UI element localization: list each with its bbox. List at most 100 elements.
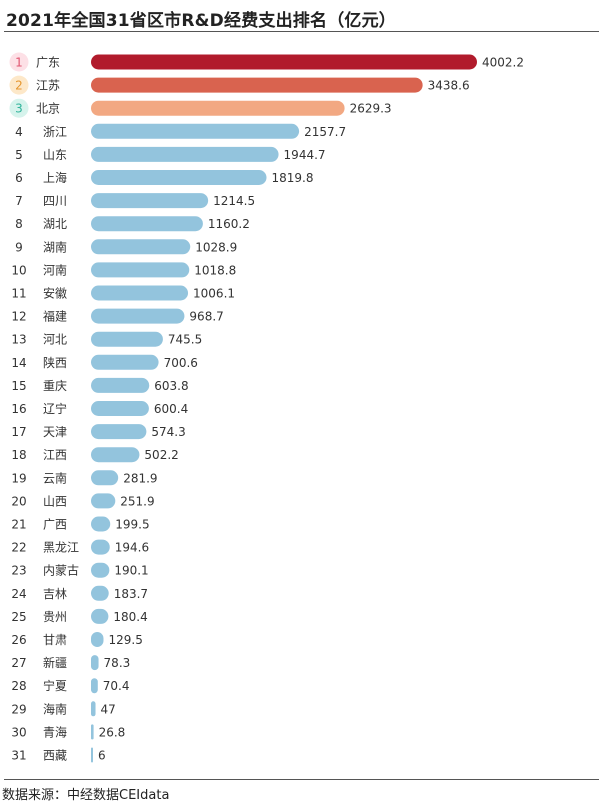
province-label: 云南 (43, 470, 67, 485)
bar (91, 170, 267, 185)
province-label: 重庆 (43, 379, 67, 393)
rank-label: 7 (15, 194, 23, 208)
province-label: 宁夏 (43, 678, 67, 693)
value-label: 1819.8 (272, 171, 314, 185)
province-label: 天津 (43, 425, 67, 439)
rank-label: 19 (11, 471, 26, 485)
bar (91, 100, 345, 116)
bar (91, 724, 94, 740)
value-label: 700.6 (164, 356, 198, 370)
rank-label: 11 (11, 287, 26, 301)
value-label: 194.6 (115, 541, 149, 555)
bar (91, 216, 203, 232)
province-label: 北京 (36, 102, 60, 116)
rank-badge (9, 75, 29, 95)
province-label: 安徽 (43, 286, 67, 301)
province-label: 内蒙古 (43, 563, 79, 578)
value-label: 603.8 (154, 379, 188, 393)
rank-label: 31 (11, 749, 26, 763)
bar (91, 470, 119, 486)
value-label: 6 (98, 749, 106, 763)
province-label: 江西 (43, 448, 67, 462)
rank-label: 15 (11, 379, 26, 393)
rank-label: 21 (11, 518, 26, 532)
province-label: 山西 (43, 494, 67, 508)
rank-label: 29 (11, 702, 26, 716)
province-label: 四川 (43, 194, 67, 208)
bar (91, 54, 477, 70)
rank-label: 2 (15, 79, 23, 93)
value-label: 26.8 (99, 725, 126, 739)
bar (91, 701, 96, 717)
province-label: 湖北 (43, 216, 67, 231)
rank-badge (9, 98, 29, 118)
rank-label: 28 (11, 679, 26, 693)
value-label: 180.4 (113, 610, 147, 624)
value-label: 129.5 (108, 633, 142, 647)
value-label: 190.1 (114, 564, 148, 578)
value-label: 1944.7 (284, 148, 326, 162)
value-label: 600.4 (154, 402, 188, 416)
chart-title: 2021年全国31省区市R&D经费支出排名（亿元） (6, 11, 396, 31)
province-label: 西藏 (43, 749, 67, 763)
province-label: 湖南 (43, 239, 67, 254)
rank-label: 23 (11, 564, 26, 578)
bar (91, 608, 109, 624)
value-label: 3438.6 (428, 79, 470, 93)
value-label: 1028.9 (195, 240, 237, 254)
rank-label: 5 (15, 148, 23, 162)
bar (91, 146, 279, 162)
province-label: 青海 (43, 724, 67, 739)
value-label: 574.3 (151, 425, 185, 439)
bar (91, 401, 149, 416)
province-label: 辽宁 (43, 401, 67, 416)
value-label: 1160.2 (208, 217, 250, 231)
bar (91, 562, 110, 578)
rank-label: 3 (15, 102, 23, 116)
province-label: 黑龙江 (43, 541, 79, 555)
bar (91, 747, 93, 763)
rank-label: 27 (11, 656, 26, 670)
province-label: 贵州 (43, 610, 67, 624)
rank-label: 25 (11, 610, 26, 624)
value-label: 1214.5 (213, 194, 255, 208)
value-label: 251.9 (120, 494, 154, 508)
province-label: 陕西 (43, 355, 67, 370)
bar (91, 655, 99, 671)
rank-label: 12 (11, 310, 26, 324)
province-label: 广东 (36, 56, 60, 70)
value-label: 281.9 (123, 471, 157, 485)
bar (91, 585, 109, 601)
value-label: 199.5 (115, 518, 149, 532)
rank-label: 22 (11, 541, 26, 555)
value-label: 1018.8 (194, 263, 236, 277)
province-label: 浙江 (43, 125, 67, 139)
bar (91, 354, 159, 370)
rank-label: 16 (11, 402, 26, 416)
bar (91, 308, 185, 324)
rank-label: 13 (11, 333, 26, 347)
rank-label: 14 (11, 356, 26, 370)
bar (91, 632, 104, 647)
bar (91, 77, 423, 93)
rank-label: 17 (11, 425, 26, 439)
bar (91, 678, 98, 694)
province-label: 新疆 (43, 655, 67, 670)
province-label: 吉林 (43, 587, 67, 601)
rank-label: 18 (11, 448, 26, 462)
value-label: 2629.3 (350, 102, 392, 116)
value-label: 2157.7 (304, 125, 346, 139)
value-label: 70.4 (103, 679, 130, 693)
value-label: 745.5 (168, 333, 202, 347)
bar (91, 193, 209, 209)
source-note: 数据来源：中经数据CEIdata (2, 788, 170, 803)
bar (91, 123, 300, 139)
rank-label: 6 (15, 171, 23, 185)
province-label: 海南 (43, 701, 67, 716)
value-label: 183.7 (114, 587, 148, 601)
value-label: 47 (101, 702, 116, 716)
bar (91, 331, 163, 347)
province-label: 山东 (43, 148, 67, 162)
value-label: 968.7 (189, 310, 223, 324)
bar (91, 262, 190, 278)
